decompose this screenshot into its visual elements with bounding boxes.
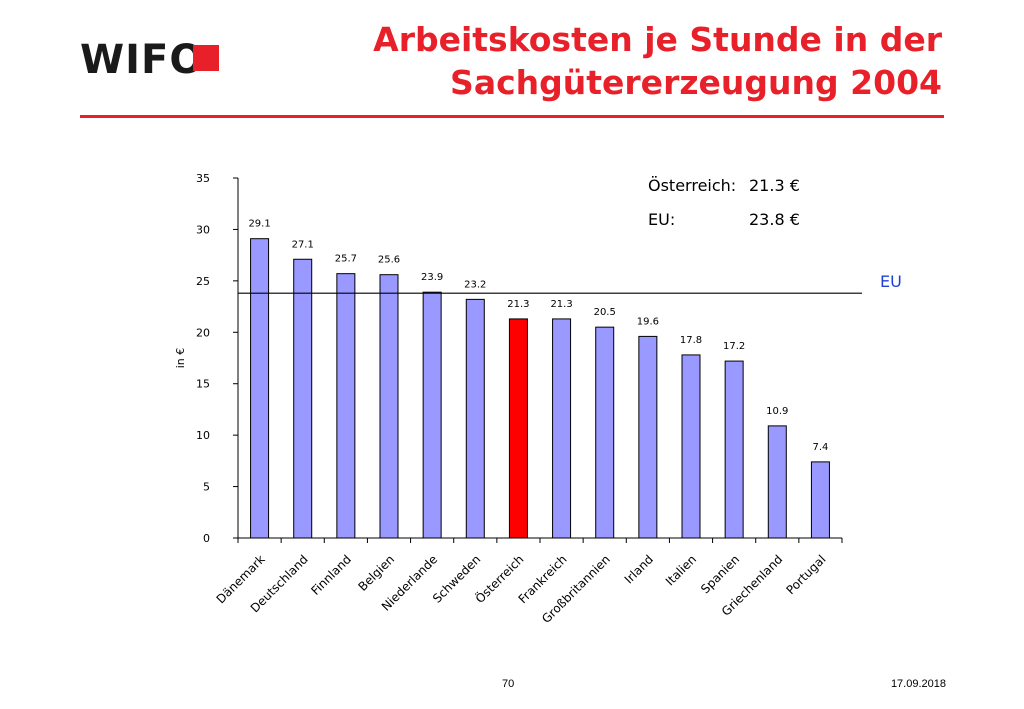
data-label: 10.9 [766,406,788,417]
bar [423,292,441,538]
bar-chart: 05101520253035in €29.1Dänemark27.1Deutsc… [0,0,1024,709]
category-label: Finnland [308,552,354,598]
bar [251,239,269,538]
info-eu: EU: 23.8 € [648,210,675,229]
bar [768,426,786,538]
data-label: 7.4 [812,442,828,453]
eu-reference-label: EU [880,272,902,291]
y-tick-label: 20 [196,326,210,339]
y-tick-label: 5 [203,481,210,494]
bar [553,319,571,538]
bar [509,319,527,538]
category-label: Portugal [784,552,829,597]
data-label: 17.2 [723,341,745,352]
footer-date: 17.09.2018 [891,678,946,690]
category-label: Irland [622,552,656,586]
bar [682,355,700,538]
data-label: 23.2 [464,279,486,290]
y-tick-label: 30 [196,223,210,236]
y-tick-label: 35 [196,172,210,185]
info-austria: Österreich: 21.3 € [648,176,736,195]
data-label: 20.5 [594,307,616,318]
bar [337,274,355,538]
bar [639,336,657,538]
bar [294,259,312,538]
info-eu-label: EU: [648,210,675,229]
y-axis-label: in € [174,348,187,369]
bar [596,327,614,538]
category-label: Belgien [355,552,397,594]
page-number: 70 [502,678,514,690]
data-label: 19.6 [637,316,659,327]
y-tick-label: 15 [196,378,210,391]
category-label: Spanien [698,552,742,596]
bar [380,275,398,538]
info-austria-label: Österreich: [648,176,736,195]
data-label: 27.1 [292,239,314,250]
data-label: 25.7 [335,254,357,265]
bar [466,299,484,538]
bar [725,361,743,538]
data-label: 21.3 [507,299,529,310]
y-tick-label: 10 [196,429,210,442]
data-label: 25.6 [378,255,400,266]
data-label: 21.3 [550,299,572,310]
info-eu-value: 23.8 € [749,210,800,229]
category-label: Italien [663,552,699,588]
data-label: 23.9 [421,272,443,283]
y-tick-label: 0 [203,532,210,545]
y-tick-label: 25 [196,275,210,288]
data-label: 29.1 [248,219,270,230]
info-austria-value: 21.3 € [749,176,800,195]
data-label: 17.8 [680,335,702,346]
bar [811,462,829,538]
